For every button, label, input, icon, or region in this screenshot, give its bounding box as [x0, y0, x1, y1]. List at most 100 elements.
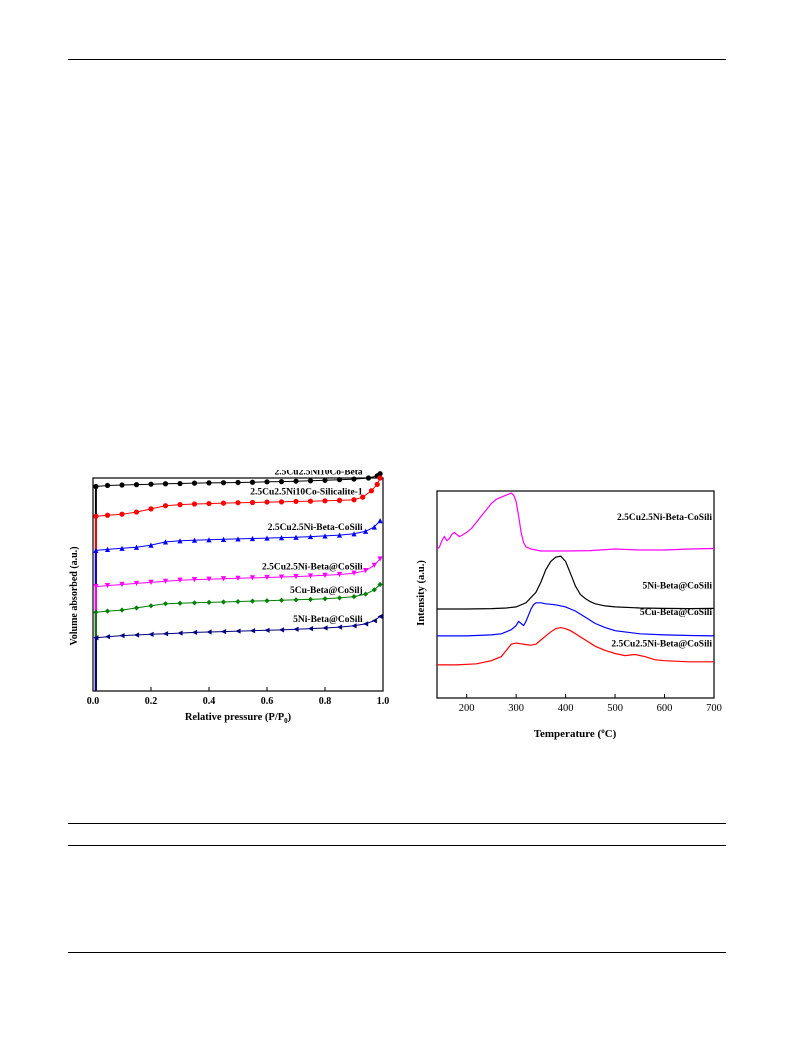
data-point	[220, 536, 227, 542]
table-bottom-rule	[68, 952, 726, 953]
data-point	[235, 536, 241, 542]
data-point	[191, 577, 198, 583]
data-point	[249, 628, 256, 634]
top-rule	[68, 59, 726, 60]
data-point	[351, 531, 357, 537]
data-point	[249, 499, 256, 506]
data-point	[133, 580, 140, 587]
x-tick-label: 0.2	[145, 696, 158, 707]
data-point	[220, 480, 227, 486]
x-tick-label: 0.0	[87, 696, 100, 707]
data-point	[148, 481, 154, 487]
data-point	[191, 501, 198, 507]
data-point	[322, 477, 328, 483]
series-group	[93, 471, 383, 691]
data-point	[220, 500, 227, 506]
data-point	[264, 535, 270, 541]
data-point	[278, 597, 285, 603]
data-point	[363, 591, 369, 597]
data-point	[235, 598, 241, 605]
series-line-0	[436, 492, 715, 552]
data-point	[148, 506, 154, 512]
data-point	[133, 632, 140, 638]
data-point	[119, 511, 125, 517]
data-point	[191, 480, 198, 486]
data-point	[336, 497, 343, 503]
data-point	[148, 603, 154, 609]
data-point	[264, 627, 270, 633]
data-point	[104, 582, 111, 589]
data-point	[360, 494, 366, 500]
data-point	[293, 626, 299, 632]
data-point	[307, 625, 314, 632]
x-tick-label: 200	[459, 703, 475, 714]
series-line	[95, 584, 381, 613]
data-point	[191, 537, 198, 543]
data-point	[104, 512, 111, 518]
series-label: 2.5Cu2.5Ni-Beta-CoSili	[268, 523, 363, 533]
data-point	[191, 629, 198, 636]
data-point	[162, 631, 169, 637]
data-point	[93, 609, 99, 615]
series-4	[93, 581, 383, 691]
data-point	[293, 574, 299, 580]
series-group	[436, 492, 715, 666]
y-axis-label: Intensity (a.u.)	[416, 560, 427, 626]
series-label: 2.5Cu2.5Ni-Beta-CoSili	[617, 513, 712, 523]
data-point	[104, 634, 111, 640]
data-point	[377, 581, 383, 588]
data-point	[264, 479, 270, 485]
data-point	[377, 475, 383, 481]
data-point	[249, 535, 256, 542]
data-point	[177, 480, 183, 487]
series-label: 2.5Cu2.5Ni10Co-Silicalite-1	[250, 487, 363, 497]
data-point	[293, 478, 299, 484]
data-point	[371, 618, 377, 624]
series-label: 5Ni-Beta@CoSili	[293, 615, 363, 625]
data-point	[307, 478, 314, 484]
data-point	[93, 513, 99, 519]
data-point	[264, 574, 270, 581]
series-line	[95, 558, 381, 588]
data-point	[177, 577, 183, 583]
data-point	[235, 575, 241, 581]
data-point	[322, 625, 328, 631]
data-point	[162, 601, 169, 607]
series-label: 2.5Cu2.5Ni-Beta@CoSili	[262, 562, 363, 572]
data-point	[206, 629, 212, 635]
data-point	[249, 598, 256, 604]
data-point	[177, 502, 183, 508]
data-point	[162, 481, 169, 487]
data-point	[363, 568, 369, 574]
data-point	[206, 599, 212, 605]
data-point	[162, 578, 169, 584]
data-point	[104, 546, 111, 552]
data-point	[148, 579, 154, 585]
data-point	[351, 623, 357, 629]
series-line-3	[437, 626, 714, 666]
data-point	[377, 613, 383, 620]
data-point	[133, 509, 140, 515]
data-point	[104, 482, 111, 489]
data-point	[119, 545, 125, 551]
data-point	[119, 482, 125, 488]
data-point	[293, 498, 299, 505]
x-tick-label: 600	[657, 703, 673, 714]
x-tick-label: 700	[706, 703, 722, 714]
x-axis-ticks: 0.0 0.2 0.4 0.6 0.8 1.0	[87, 687, 389, 707]
data-point	[322, 572, 328, 578]
data-point	[104, 608, 111, 614]
series-line-2	[437, 602, 715, 637]
data-point	[119, 607, 125, 613]
tpr-chart: 200 300 400 500 600 700 2.5Cu2.5Ni-Beta-CoSil…	[416, 490, 722, 740]
data-point	[351, 570, 357, 576]
x-tick-label: 0.6	[261, 696, 274, 707]
data-point	[119, 581, 125, 588]
data-point	[377, 556, 383, 562]
data-point	[322, 596, 328, 602]
data-point	[93, 635, 99, 641]
x-axis-ticks: 200 300 400 500 600 700	[459, 694, 722, 714]
data-point	[264, 499, 270, 505]
data-point	[336, 624, 343, 630]
data-point	[162, 503, 169, 509]
